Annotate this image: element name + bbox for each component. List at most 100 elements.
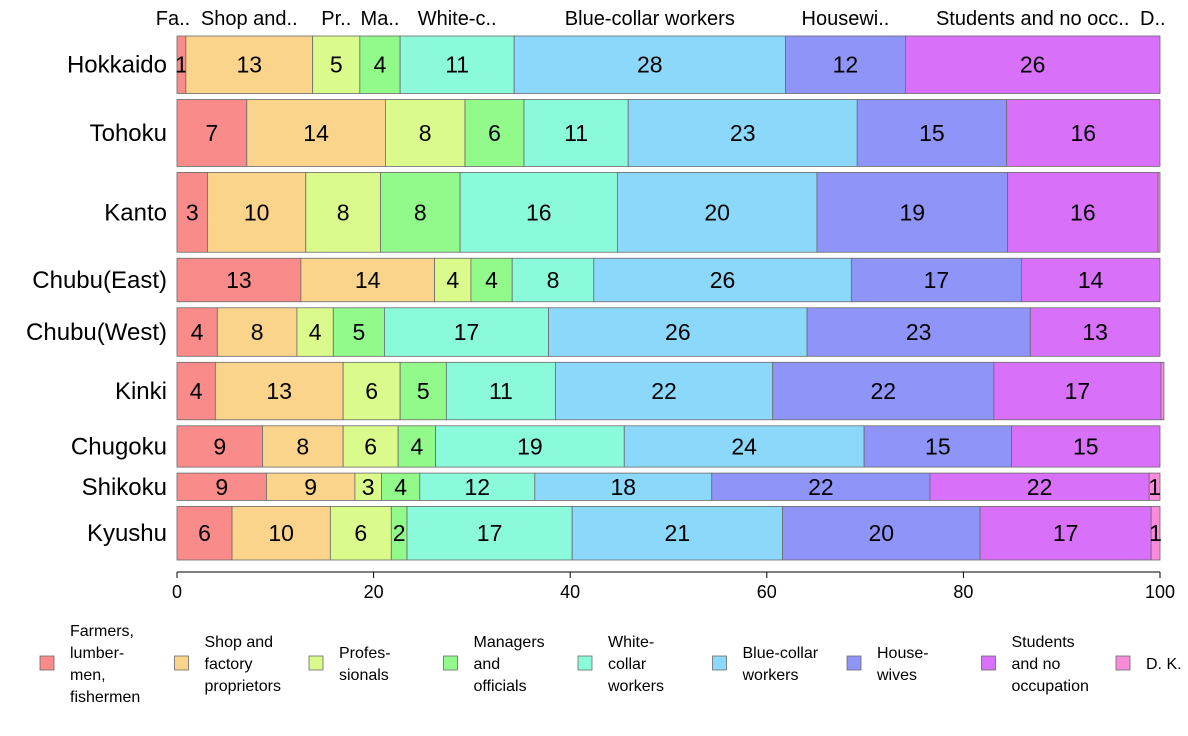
bar-value-label: 24 (731, 433, 757, 459)
bar-segment (207, 172, 307, 253)
bar-value-label: 17 (1053, 520, 1079, 546)
legend-item: White-collar workers (577, 634, 664, 695)
bar-row: 4 13 6 5 11 22 22 17 (176, 361, 1165, 421)
bar-value-label: 4 (394, 474, 407, 500)
series-top-label: D.. (1140, 8, 1166, 30)
legend-item: House-wives (846, 645, 929, 684)
bar-value-label: 4 (410, 433, 423, 459)
bar-segment (523, 99, 629, 167)
bar-value-label: 8 (251, 319, 264, 345)
bar-segment (571, 506, 783, 561)
series-top-label: Blue-collar workers (565, 8, 735, 30)
bar-segment (176, 172, 208, 253)
bar-value-label: 13 (226, 267, 252, 293)
category-label: Chubu(East) (32, 267, 167, 294)
bar-value-label: 17 (477, 520, 503, 546)
legend-item: D. K. (1115, 655, 1182, 673)
legend-swatch (174, 655, 189, 671)
bar-segment (176, 472, 267, 501)
bar-value-label: 18 (610, 474, 636, 500)
bar-segment (266, 472, 356, 501)
bar-segment (435, 425, 625, 468)
bar-value-label: 5 (330, 52, 343, 78)
series-top-label: Housewi.. (802, 8, 890, 30)
bar-segment (593, 257, 852, 303)
bar-segment (1157, 172, 1161, 253)
bar-value-label: 20 (869, 520, 895, 546)
bar-value-label: 26 (710, 267, 736, 293)
bar-value-label: 2 (393, 520, 406, 546)
legend-swatch (981, 655, 996, 671)
bar-segment (359, 35, 401, 94)
bar-value-label: 17 (454, 319, 480, 345)
legend-item: Shop and factory proprietors (174, 634, 281, 695)
bar-segment (384, 99, 466, 167)
legend-label: fishermen (70, 689, 140, 706)
series-top-label: Pr.. (321, 8, 351, 30)
bar-value-label: 16 (1070, 199, 1096, 225)
x-tick-label: 60 (757, 582, 777, 602)
bar-segment (1148, 472, 1161, 501)
bar-value-label: 1 (1149, 520, 1162, 546)
bar-value-label: 6 (198, 520, 211, 546)
legend-label: House- (877, 645, 929, 662)
legend-label: Profes- (339, 645, 391, 662)
bar-value-label: 5 (352, 319, 365, 345)
bar-value-label: 8 (419, 120, 432, 146)
legend-label: factory (205, 656, 253, 673)
bar-segment (342, 425, 399, 468)
bar-row: 3 10 8 8 16 20 19 16 (176, 172, 1161, 253)
series-top-label: Shop and.. (201, 8, 298, 30)
bar-segment (534, 472, 713, 501)
bar-value-label: 23 (906, 319, 932, 345)
bar-value-label: 9 (213, 433, 226, 459)
bar-row: 1 13 5 4 11 28 12 26 (175, 35, 1161, 94)
bar-segment (231, 506, 331, 561)
bar-segment (399, 35, 515, 94)
bar-value-label: 17 (1065, 378, 1091, 404)
bar-segment (929, 472, 1150, 501)
category-label: Shikoku (82, 474, 167, 501)
bar-value-label: 17 (924, 267, 950, 293)
bar-segment (332, 307, 385, 357)
series-top-label: Students and no occ.. (936, 8, 1129, 30)
bar-value-label: 7 (205, 120, 218, 146)
bar-value-label: 14 (303, 120, 329, 146)
bar-segment (782, 506, 981, 561)
legend-label: and (474, 656, 501, 673)
bar-value-label: 16 (526, 199, 552, 225)
bar-segment (464, 99, 525, 167)
bar-value-label: 20 (704, 199, 730, 225)
bar-value-label: 22 (870, 378, 896, 404)
bar-value-label: 16 (1071, 120, 1097, 146)
legend-item: Managers and officials (443, 634, 545, 695)
legend-label: and no (1012, 656, 1061, 673)
legend-item: Blue-collar workers (712, 645, 819, 684)
bar-value-label: 8 (337, 199, 350, 225)
bar-segment (380, 172, 461, 253)
bar-value-label: 23 (730, 120, 756, 146)
bar-segment (772, 361, 995, 421)
bar-segment (381, 472, 421, 501)
bar-value-label: 4 (190, 378, 203, 404)
bar-segment (434, 257, 472, 303)
legend-label: workers (742, 667, 799, 684)
x-tick-label: 80 (953, 582, 973, 602)
bar-value-label: 11 (445, 52, 469, 78)
bar-value-label: 4 (374, 52, 387, 78)
category-label: Tohoku (90, 120, 167, 147)
bar-segment (176, 307, 218, 357)
bar-segment (616, 172, 818, 253)
bar-value-label: 9 (215, 474, 228, 500)
legend-label: proprietors (205, 678, 281, 695)
bar-segment (711, 472, 931, 501)
legend-item: Farmers, lumber-men, fishermen (39, 623, 140, 706)
legend-label: White- (608, 634, 654, 651)
legend-item: Students and no occupation (981, 634, 1089, 695)
bar-segment (1020, 257, 1161, 303)
legend-label: D. K. (1146, 656, 1182, 673)
bar-value-label: 1 (1148, 474, 1161, 500)
bar-segment (246, 99, 386, 167)
bar-segment (1006, 99, 1161, 167)
